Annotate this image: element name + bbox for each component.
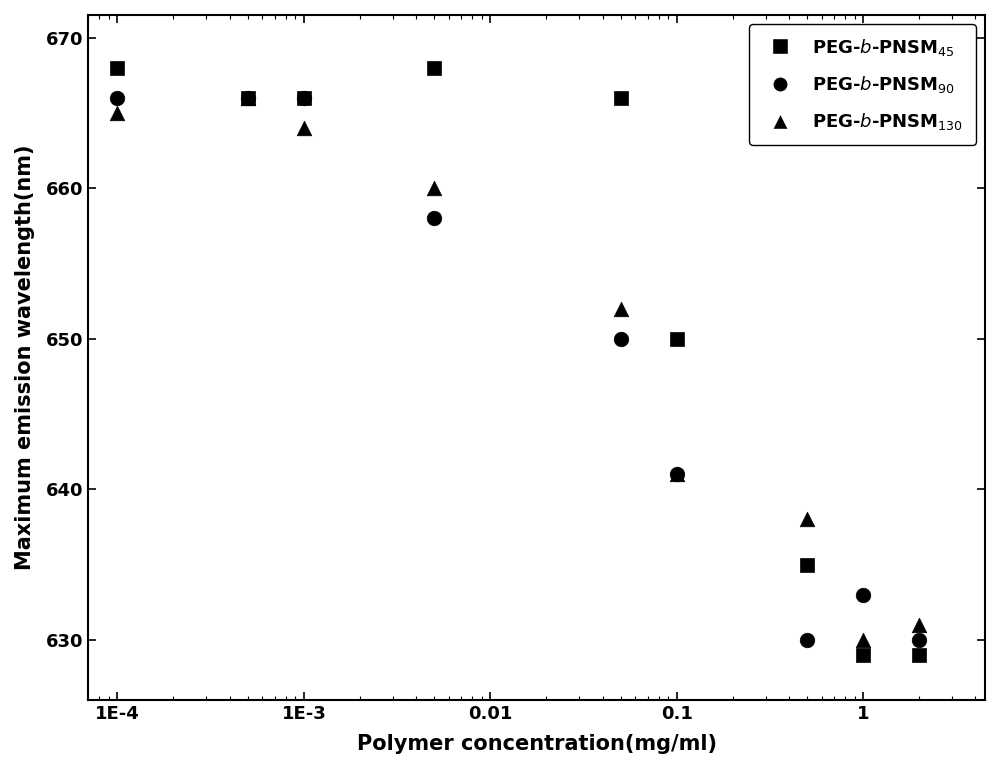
Point (613, 332, 629, 345)
Point (296, 92, 312, 104)
Point (426, 212, 442, 225)
Point (855, 649, 871, 661)
Point (911, 649, 927, 661)
Point (426, 62, 442, 74)
Point (426, 182, 442, 195)
Point (911, 634, 927, 646)
Point (855, 634, 871, 646)
Point (911, 618, 927, 631)
Point (613, 302, 629, 315)
Point (799, 558, 815, 571)
Point (669, 468, 685, 481)
Point (799, 634, 815, 646)
Y-axis label: Maximum emission wavelength(nm): Maximum emission wavelength(nm) (15, 145, 35, 571)
Point (296, 122, 312, 134)
Point (669, 468, 685, 481)
Point (109, 92, 125, 104)
X-axis label: Polymer concentration(mg/ml): Polymer concentration(mg/ml) (357, 734, 717, 754)
Point (799, 513, 815, 525)
Point (240, 92, 256, 104)
Point (296, 92, 312, 104)
Point (613, 92, 629, 104)
Legend: PEG-$\mathit{b}$-PNSM$_{45}$, PEG-$\mathit{b}$-PNSM$_{90}$, PEG-$\mathit{b}$-PNS: PEG-$\mathit{b}$-PNSM$_{45}$, PEG-$\math… (749, 24, 976, 145)
Point (240, 92, 256, 104)
Point (109, 107, 125, 119)
Point (855, 588, 871, 601)
Point (240, 92, 256, 104)
Point (669, 332, 685, 345)
Point (109, 62, 125, 74)
